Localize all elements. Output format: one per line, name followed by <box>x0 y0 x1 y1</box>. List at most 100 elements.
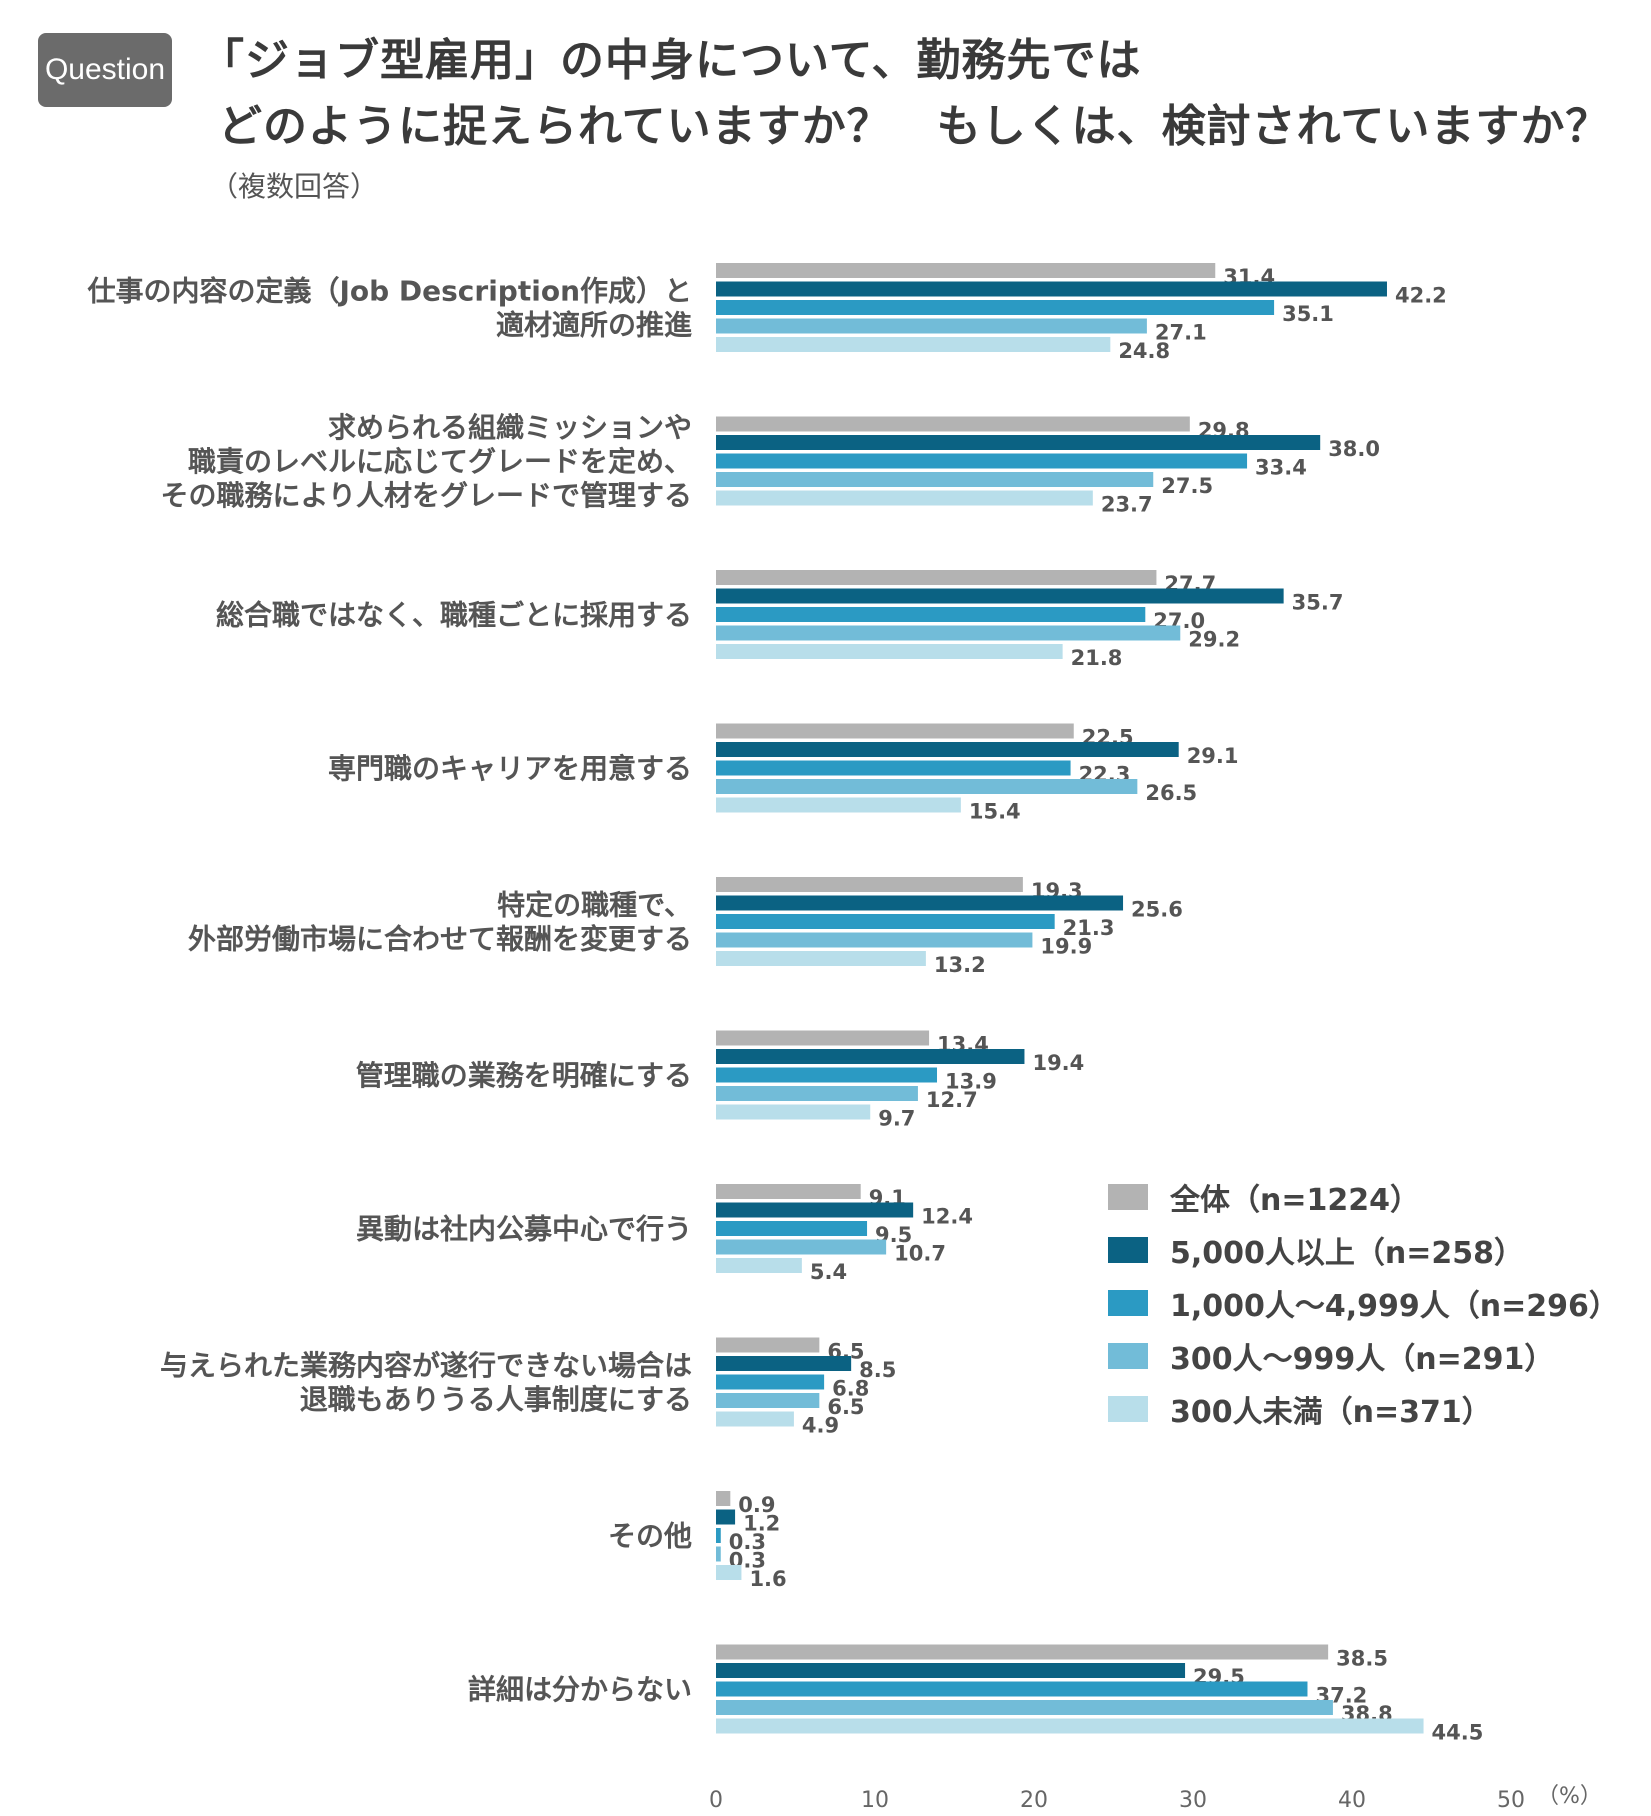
category-label: 総合職ではなく、職種ごとに採用する <box>216 599 692 632</box>
legend-item-4: 300人未満（n=371） <box>1108 1382 1619 1435</box>
category-label: 仕事の内容の定義（Job Description作成）と適材適所の推進 <box>86 275 692 342</box>
data-label: 19.9 <box>1040 935 1092 959</box>
data-label: 1.6 <box>749 1567 786 1591</box>
data-label: 44.5 <box>1432 1721 1484 1745</box>
bar <box>716 453 1248 469</box>
bar <box>716 1644 1329 1660</box>
category-label-line: その他 <box>608 1520 692 1553</box>
bar <box>716 1104 871 1120</box>
data-label: 25.6 <box>1131 898 1183 922</box>
question-badge: Question <box>38 33 172 107</box>
x-tick-label: 30 <box>1179 1788 1207 1813</box>
data-label: 26.5 <box>1145 781 1197 805</box>
bar <box>716 779 1138 794</box>
legend-item-1: 5,000人以上（n=258） <box>1108 1223 1619 1276</box>
bar <box>716 797 961 813</box>
bar <box>716 644 1063 659</box>
bar <box>716 895 1124 911</box>
bar <box>716 318 1147 334</box>
data-label: 0.9 <box>738 1493 775 1517</box>
legend-swatch-2 <box>1108 1289 1148 1316</box>
bar <box>716 1086 918 1101</box>
category-label: 管理職の業務を明確にする <box>356 1059 692 1092</box>
data-label: 24.8 <box>1118 339 1170 363</box>
bar <box>716 1546 721 1562</box>
legend-item-3: 300人〜999人（n=291） <box>1108 1329 1619 1382</box>
data-label: 33.4 <box>1255 456 1307 480</box>
data-label: 1.2 <box>743 1512 780 1536</box>
legend-label-3: 300人〜999人（n=291） <box>1170 1341 1555 1377</box>
bar <box>716 1509 736 1525</box>
legend-label-4: 300人未満（n=371） <box>1170 1394 1492 1430</box>
legend-label-2: 1,000人〜4,999人（n=296） <box>1170 1288 1619 1324</box>
bar <box>716 607 1146 622</box>
bar <box>716 1202 914 1218</box>
bar <box>716 263 1216 278</box>
category-label-line: 管理職の業務を明確にする <box>356 1059 692 1092</box>
bar <box>716 1067 938 1083</box>
data-label: 13.2 <box>934 953 986 977</box>
data-label: 35.7 <box>1292 591 1344 615</box>
bar <box>716 1258 802 1273</box>
bar <box>716 877 1023 892</box>
data-label: 5.4 <box>810 1260 847 1284</box>
chart-title-line-2: どのように捉えられていますか？ もしくは、検討されていますか？ <box>218 101 1611 152</box>
bar <box>716 435 1321 450</box>
legend-label-1: 5,000人以上（n=258） <box>1170 1235 1525 1271</box>
bar <box>716 723 1074 739</box>
bar <box>716 1393 820 1408</box>
category-label-line: 専門職のキャリアを用意する <box>328 752 692 785</box>
chart-title: 「ジョブ型雇用」の中身について、勤務先では どのように捉えられていますか？ もし… <box>200 28 1610 160</box>
data-label: 15.4 <box>969 800 1021 824</box>
category-label: 与えられた業務内容が遂行できない場合は退職もありうる人事制度にする <box>160 1349 692 1416</box>
category-label: 求められる組織ミッションや職責のレベルに応じてグレードを定め、その職務により人材… <box>161 411 692 512</box>
bar <box>716 1700 1333 1715</box>
bar <box>716 1337 820 1353</box>
bar <box>716 1356 852 1371</box>
bar <box>716 914 1055 929</box>
bar <box>716 281 1387 297</box>
data-label: 21.8 <box>1071 646 1123 670</box>
data-label: 21.3 <box>1063 916 1115 940</box>
bar <box>716 337 1111 352</box>
data-label: 38.5 <box>1336 1647 1388 1671</box>
data-label: 12.4 <box>921 1205 973 1229</box>
data-label: 42.2 <box>1395 284 1447 308</box>
category-label-line: 総合職ではなく、職種ごとに採用する <box>216 599 692 632</box>
bar <box>716 1374 825 1390</box>
legend-label-0: 全体（n=1224） <box>1170 1182 1420 1218</box>
category-label: 詳細は分からない <box>468 1673 692 1706</box>
bar <box>716 1411 794 1427</box>
category-label-line: 異動は社内公募中心で行う <box>356 1213 692 1246</box>
data-label: 23.7 <box>1101 493 1153 517</box>
bar <box>716 1491 731 1506</box>
category-label: 専門職のキャリアを用意する <box>328 752 692 785</box>
bar <box>716 588 1284 604</box>
legend-item-0: 全体（n=1224） <box>1108 1170 1619 1223</box>
category-label-line: その職務により人材をグレードで管理する <box>161 479 692 512</box>
category-label-line: 職責のレベルに応じてグレードを定め、 <box>188 445 692 478</box>
category-label: 異動は社内公募中心で行う <box>356 1213 692 1246</box>
bar <box>716 1049 1025 1064</box>
legend-swatch-4 <box>1108 1395 1148 1422</box>
chart-title-line-1: 「ジョブ型雇用」の中身について、勤務先では <box>200 35 1142 86</box>
legend: 全体（n=1224） 5,000人以上（n=258） 1,000人〜4,999人… <box>1108 1170 1619 1435</box>
bar <box>716 490 1093 506</box>
bar <box>716 1528 721 1543</box>
bar <box>716 1718 1424 1734</box>
bar <box>716 300 1275 315</box>
bar <box>716 951 926 966</box>
category-label-line: 詳細は分からない <box>468 1673 692 1706</box>
data-label: 19.4 <box>1032 1051 1084 1075</box>
bar <box>716 472 1154 487</box>
data-label: 29.2 <box>1188 628 1240 652</box>
data-label: 0.3 <box>729 1530 766 1554</box>
bar <box>716 1184 861 1199</box>
legend-item-2: 1,000人〜4,999人（n=296） <box>1108 1276 1619 1329</box>
data-label: 27.5 <box>1161 474 1213 498</box>
x-tick-label: 40 <box>1338 1788 1366 1813</box>
x-tick-label: 0 <box>709 1788 723 1813</box>
x-tick-label: 50 <box>1497 1788 1525 1813</box>
category-label-line: 与えられた業務内容が遂行できない場合は <box>160 1349 692 1382</box>
